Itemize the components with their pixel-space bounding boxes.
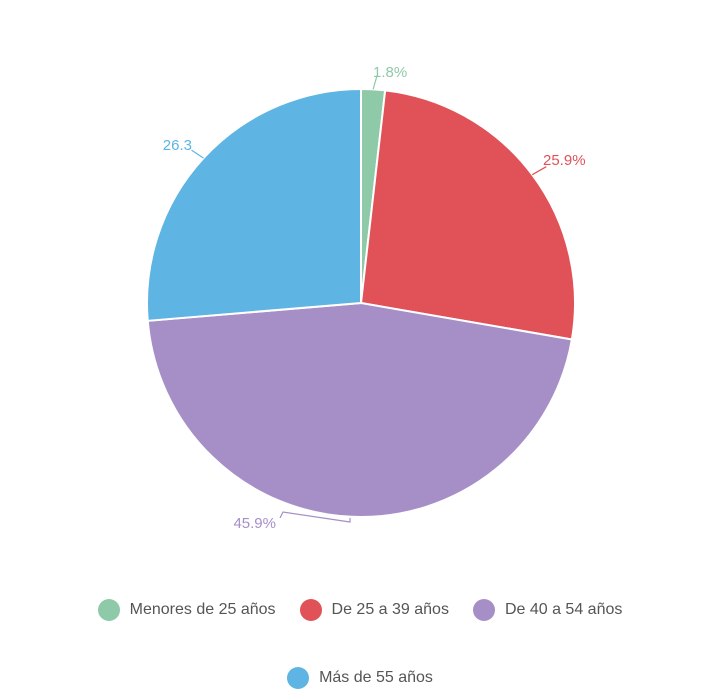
legend-label: De 40 a 54 años bbox=[504, 601, 623, 618]
legend-marker-icon bbox=[287, 667, 310, 689]
leader-line-3 bbox=[279, 511, 351, 523]
data-labels: 1.8% 25.9% 45.9% 26.3 bbox=[163, 64, 586, 532]
pie-slice-4 bbox=[146, 87, 362, 322]
data-label-1: 1.8% bbox=[373, 64, 407, 81]
pie-slice-2 bbox=[359, 89, 576, 341]
legend-label: Más de 55 años bbox=[319, 669, 433, 686]
pie-slice-3 bbox=[146, 301, 574, 518]
leader-lines bbox=[191, 75, 547, 523]
pie-chart: 1.8% 25.9% 45.9% 26.3 bbox=[146, 64, 586, 532]
leader-line-4 bbox=[191, 149, 204, 159]
legend-item-3[interactable]: De 40 a 54 años bbox=[472, 598, 623, 622]
data-label-4: 26.3 bbox=[163, 137, 192, 154]
legend-item-1[interactable]: Menores de 25 años bbox=[97, 598, 276, 622]
pie-slices bbox=[146, 87, 576, 518]
data-label-2: 25.9% bbox=[543, 152, 586, 169]
legend: Menores de 25 años De 25 a 39 años De 40 a… bbox=[0, 598, 720, 690]
data-label-3: 45.9% bbox=[233, 515, 276, 532]
legend-label: Menores de 25 años bbox=[129, 601, 276, 618]
leader-line-2 bbox=[531, 166, 547, 176]
legend-item-2[interactable]: De 25 a 39 años bbox=[299, 598, 449, 622]
legend-item-4[interactable]: Más de 55 años bbox=[287, 666, 433, 690]
leader-line-1 bbox=[372, 75, 378, 90]
legend-label: De 25 a 39 años bbox=[331, 601, 449, 618]
legend-marker-icon bbox=[299, 599, 322, 621]
legend-marker-icon bbox=[472, 599, 495, 621]
legend-marker-icon bbox=[97, 599, 120, 621]
